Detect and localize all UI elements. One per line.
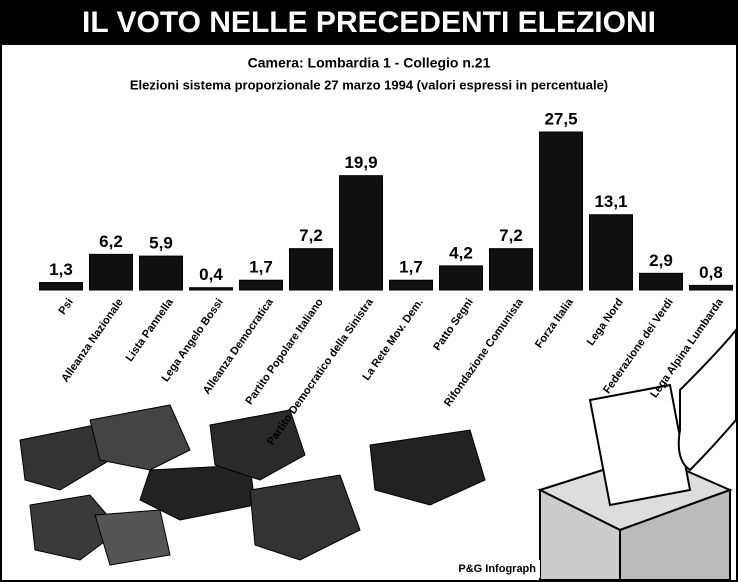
value-label: 1,3 [49, 260, 73, 279]
chart-description: Elezioni sistema proporzionale 27 marzo … [130, 77, 608, 92]
value-label: 13,1 [594, 192, 627, 211]
value-label: 27,5 [544, 109, 577, 128]
bar [690, 285, 733, 290]
value-label: 7,2 [499, 226, 523, 245]
chart-subtitle: Camera: Lombardia 1 - Collegio n.21 [248, 55, 491, 71]
value-label: 0,8 [699, 263, 723, 282]
value-label: 7,2 [299, 226, 323, 245]
bar [190, 288, 233, 290]
bar [140, 256, 183, 290]
value-label: 0,4 [199, 265, 223, 284]
bar [340, 176, 383, 290]
value-label: 2,9 [649, 251, 673, 270]
bar [90, 254, 133, 290]
chart-title: IL VOTO NELLE PRECEDENTI ELEZIONI [82, 6, 656, 39]
bar [640, 273, 683, 290]
bar [40, 283, 83, 290]
bar [540, 132, 583, 290]
bar [290, 249, 333, 290]
bar [440, 266, 483, 290]
bar [490, 249, 533, 290]
bar [590, 215, 633, 290]
value-label: 6,2 [99, 232, 123, 251]
value-label: 1,7 [249, 258, 273, 277]
value-label: 5,9 [149, 234, 173, 253]
value-label: 1,7 [399, 258, 423, 277]
credit: P&G Infograph [458, 563, 536, 575]
chart: IL VOTO NELLE PRECEDENTI ELEZIONI Camera… [0, 0, 738, 582]
bar [240, 280, 283, 290]
value-label: 19,9 [344, 153, 377, 172]
value-label: 4,2 [449, 243, 473, 262]
bar [390, 280, 433, 290]
